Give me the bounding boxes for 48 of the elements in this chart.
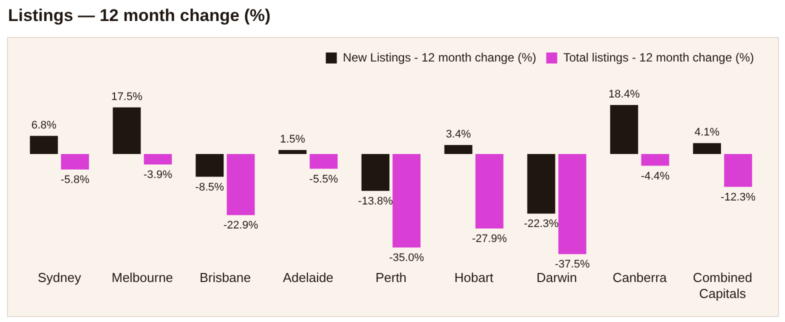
- data-label: -35.0%: [389, 252, 424, 264]
- bar: [641, 154, 670, 166]
- bar: [30, 136, 58, 154]
- bar: [361, 154, 390, 191]
- x-tick-label: Combined Capitals: [692, 270, 752, 301]
- bar: [558, 154, 586, 254]
- bar: [112, 107, 141, 154]
- data-label: -37.5%: [554, 258, 590, 271]
- data-label: -22.3%: [524, 218, 559, 230]
- data-label: -13.8%: [358, 195, 394, 208]
- data-label: 4.1%: [694, 126, 720, 139]
- data-label: -5.5%: [309, 173, 338, 186]
- data-label: -5.8%: [60, 174, 90, 186]
- bar: [392, 154, 421, 248]
- x-tick-label: Sydney: [38, 270, 82, 286]
- x-tick-label: Canberra: [612, 270, 668, 286]
- bar: [444, 144, 472, 154]
- bar: [724, 154, 752, 187]
- data-label: 1.5%: [280, 134, 306, 146]
- data-label: -22.9%: [223, 220, 258, 232]
- bar: [196, 154, 224, 177]
- data-label: -4.4%: [640, 170, 670, 182]
- legend-label: Total listings - 12 month change (%): [563, 50, 754, 64]
- bar: [527, 154, 556, 214]
- bar: [610, 104, 638, 154]
- data-label: -12.3%: [720, 191, 756, 204]
- data-label: 3.4%: [446, 128, 472, 141]
- chart-title: Listings — 12 month change (%): [8, 6, 271, 26]
- data-label: 18.4%: [608, 88, 640, 100]
- bar: [144, 154, 172, 164]
- bar: [475, 154, 504, 229]
- bar: [61, 154, 89, 170]
- x-tick-label: Melbourne: [112, 270, 174, 286]
- data-label: -27.9%: [472, 233, 508, 246]
- x-tick-label: Hobart: [454, 270, 494, 286]
- x-tick-label: Perth: [375, 270, 407, 286]
- bar: [310, 154, 338, 169]
- data-label: -8.5%: [195, 181, 224, 194]
- x-tick-label: Brisbane: [200, 270, 251, 286]
- bar: [226, 154, 255, 216]
- x-tick-label: Darwin: [536, 270, 578, 286]
- legend-label: New Listings - 12 month change (%): [342, 50, 536, 64]
- data-label: 6.8%: [31, 119, 57, 132]
- x-tick-label: Adelaide: [282, 270, 334, 286]
- data-label: 17.5%: [111, 90, 143, 103]
- bar: [278, 150, 307, 154]
- data-label: -3.9%: [144, 168, 172, 181]
- bar: [693, 143, 721, 154]
